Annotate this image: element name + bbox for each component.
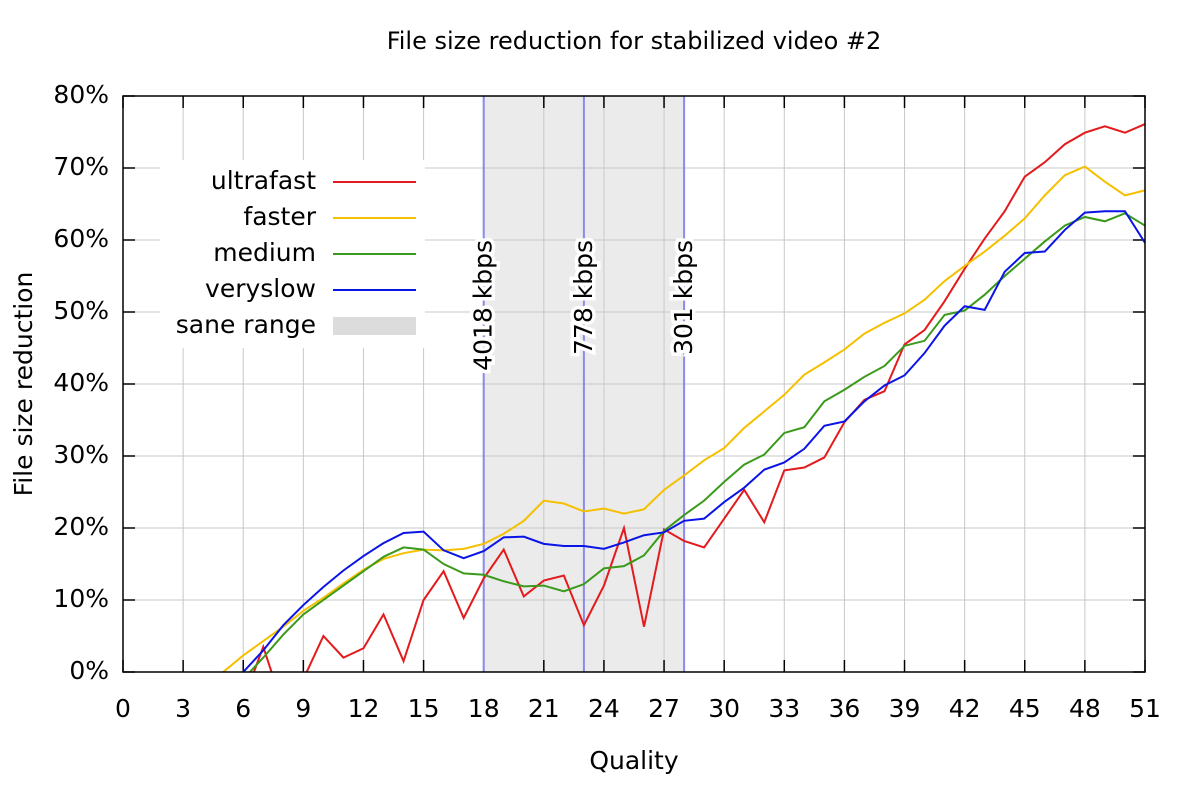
x-tick-label: 48 <box>1069 694 1101 723</box>
x-tick-label: 30 <box>708 694 740 723</box>
x-tick-label: 39 <box>889 694 921 723</box>
series-line <box>221 165 1145 672</box>
series-line <box>248 212 1145 672</box>
y-tick-label: 70% <box>53 152 109 181</box>
x-tick-label: 0 <box>115 694 131 723</box>
x-tick-label: 42 <box>949 694 981 723</box>
y-tick-label: 80% <box>53 80 109 109</box>
x-tick-label: 24 <box>588 694 620 723</box>
plot-frame <box>122 95 1146 673</box>
legend-label: ultrafast <box>211 166 316 195</box>
plot-area <box>221 123 1145 672</box>
y-tick-label: 30% <box>53 440 109 469</box>
x-axis-label: Quality <box>589 746 679 775</box>
legend-label: faster <box>243 202 316 231</box>
y-tick-label: 20% <box>53 512 109 541</box>
x-tick-label: 9 <box>295 694 311 723</box>
marker-label: 778 kbps <box>569 240 598 355</box>
y-tick-label: 60% <box>53 224 109 253</box>
x-tick-label: 12 <box>348 694 380 723</box>
x-tick-label: 15 <box>408 694 440 723</box>
x-tick-label: 45 <box>1009 694 1041 723</box>
x-tick-label: 3 <box>175 694 191 723</box>
y-tick-label: 40% <box>53 368 109 397</box>
x-tick-label: 21 <box>528 694 560 723</box>
x-tick-label: 18 <box>468 694 500 723</box>
y-tick-label: 10% <box>53 584 109 613</box>
legend-label: medium <box>213 238 316 267</box>
x-tick-label: 51 <box>1129 694 1161 723</box>
x-tick-label: 36 <box>829 694 861 723</box>
y-tick-label: 0% <box>69 656 109 685</box>
y-tick-label: 50% <box>53 296 109 325</box>
legend-label: veryslow <box>205 274 316 303</box>
marker-label: 4018 kbps <box>469 240 498 371</box>
series-line <box>241 210 1145 672</box>
series-line <box>252 123 1145 672</box>
chart-title: File size reduction for stabilized video… <box>387 27 882 55</box>
x-tick-label: 27 <box>648 694 680 723</box>
legend-swatch <box>333 317 416 335</box>
x-tick-label: 33 <box>768 694 800 723</box>
marker-label: 301 kbps <box>669 240 698 355</box>
x-tick-label: 6 <box>235 694 251 723</box>
legend-label: sane range <box>176 310 316 339</box>
y-axis-label: File size reduction <box>9 272 38 497</box>
